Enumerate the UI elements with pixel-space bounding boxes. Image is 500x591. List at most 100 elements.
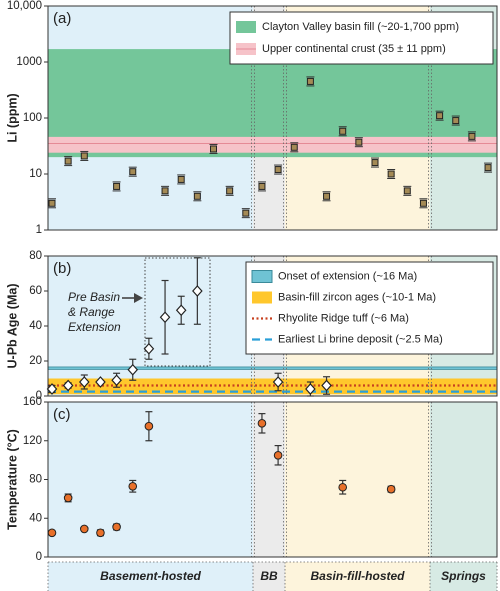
legend-box: [245, 261, 494, 355]
data-point: [210, 145, 217, 153]
group-label: Basin-fill-hosted: [310, 569, 405, 583]
data-point: [290, 143, 298, 151]
data-point: [403, 187, 411, 195]
y-tick-label: 120: [23, 435, 42, 447]
legend-box: [229, 11, 494, 65]
data-point: [192, 285, 203, 297]
legend-label: Upper continental crust (35 ± 11 ppm): [262, 43, 446, 55]
data-point: [387, 170, 395, 178]
group-label: Basement-hosted: [100, 569, 201, 583]
group-label: Springs: [441, 569, 486, 583]
group-region: [430, 562, 497, 591]
data-point: [63, 493, 73, 503]
group-region: [285, 402, 430, 557]
y-tick-label: 20: [29, 355, 42, 367]
data-point: [80, 152, 88, 160]
y-axis-title: Temperature (°C): [5, 429, 19, 530]
group-region: [285, 562, 430, 591]
reference-band: [48, 136, 497, 153]
legend-label: Basin-fill zircon ages (~10-1 Ma): [278, 291, 436, 303]
data-point: [144, 421, 154, 431]
data-point: [242, 209, 250, 217]
y-axis-title: U-Pb Age (Ma): [5, 284, 19, 369]
group-region: [48, 562, 253, 591]
data-point: [159, 311, 171, 324]
data-point: [143, 342, 155, 355]
legend-label: Clayton Valley basin fill (~20-1,700 ppm…: [262, 21, 459, 33]
y-tick-label: 10: [29, 168, 42, 180]
y-tick-label: 1000: [16, 56, 42, 68]
data-point: [274, 166, 282, 174]
data-point: [306, 77, 314, 85]
annotation: Extension: [68, 320, 121, 334]
panel-label: (b): [53, 260, 71, 277]
legend-swatch: [251, 270, 273, 283]
data-point: [273, 450, 283, 460]
data-point: [258, 182, 266, 190]
y-tick-label: 40: [29, 320, 42, 332]
data-point: [484, 164, 492, 172]
legend-swatch: [252, 291, 272, 304]
data-point: [386, 484, 396, 494]
data-point: [355, 138, 363, 146]
data-point: [419, 199, 427, 207]
y-tick-label: 40: [29, 512, 42, 524]
data-point: [95, 376, 106, 388]
data-point: [193, 192, 201, 200]
data-point: [323, 192, 331, 200]
group-region: [48, 256, 253, 396]
annotation: Pre Basin: [68, 290, 120, 304]
data-point: [80, 524, 89, 534]
y-tick-label: 0: [36, 551, 42, 563]
annotation-arrow: [134, 293, 143, 303]
data-point: [111, 374, 122, 387]
data-point: [257, 419, 267, 428]
annotation-box: [144, 257, 211, 367]
group-region: [430, 402, 497, 557]
data-point: [129, 168, 137, 176]
legend-label: Earliest Li brine deposit (~2.5 Ma): [278, 333, 443, 345]
data-point: [113, 182, 121, 190]
panel-label: (a): [53, 10, 71, 27]
data-point: [339, 127, 347, 135]
data-point: [226, 187, 234, 195]
data-point: [436, 112, 444, 120]
legend-swatch: [236, 21, 256, 33]
data-point: [161, 187, 169, 195]
y-tick-label: 0: [36, 390, 42, 402]
data-point: [305, 383, 316, 395]
data-point: [112, 522, 121, 532]
data-point: [127, 363, 139, 376]
data-point: [46, 383, 58, 395]
reference-band: [47, 366, 498, 370]
data-point: [371, 159, 379, 167]
data-point: [128, 481, 138, 491]
data-point: [47, 528, 57, 538]
data-point: [338, 482, 348, 492]
data-point: [48, 199, 56, 207]
legend-label: Rhyolite Ridge tuff (~6 Ma): [278, 312, 409, 324]
annotation: & Range: [68, 305, 115, 319]
data-point: [62, 379, 74, 392]
data-point: [64, 157, 72, 165]
reference-band: [48, 378, 497, 395]
data-point: [321, 379, 332, 392]
panel-label: (c): [53, 406, 71, 423]
y-tick-label: 100: [23, 112, 42, 124]
data-point: [78, 376, 90, 388]
y-tick-label: 1: [36, 224, 42, 236]
y-tick-label: 80: [29, 474, 42, 486]
y-axis-title: Li (ppm): [5, 93, 19, 142]
y-tick-label: 10,000: [7, 0, 42, 12]
data-point: [177, 175, 185, 183]
data-point: [96, 528, 105, 538]
data-point: [272, 376, 284, 388]
group-label: BB: [260, 569, 278, 583]
group-region: [253, 562, 285, 591]
group-region: [253, 402, 285, 557]
data-point: [452, 117, 460, 125]
y-tick-label: 80: [29, 250, 42, 262]
legend-label: Onset of extension (~16 Ma): [278, 270, 417, 282]
data-point: [175, 304, 187, 317]
